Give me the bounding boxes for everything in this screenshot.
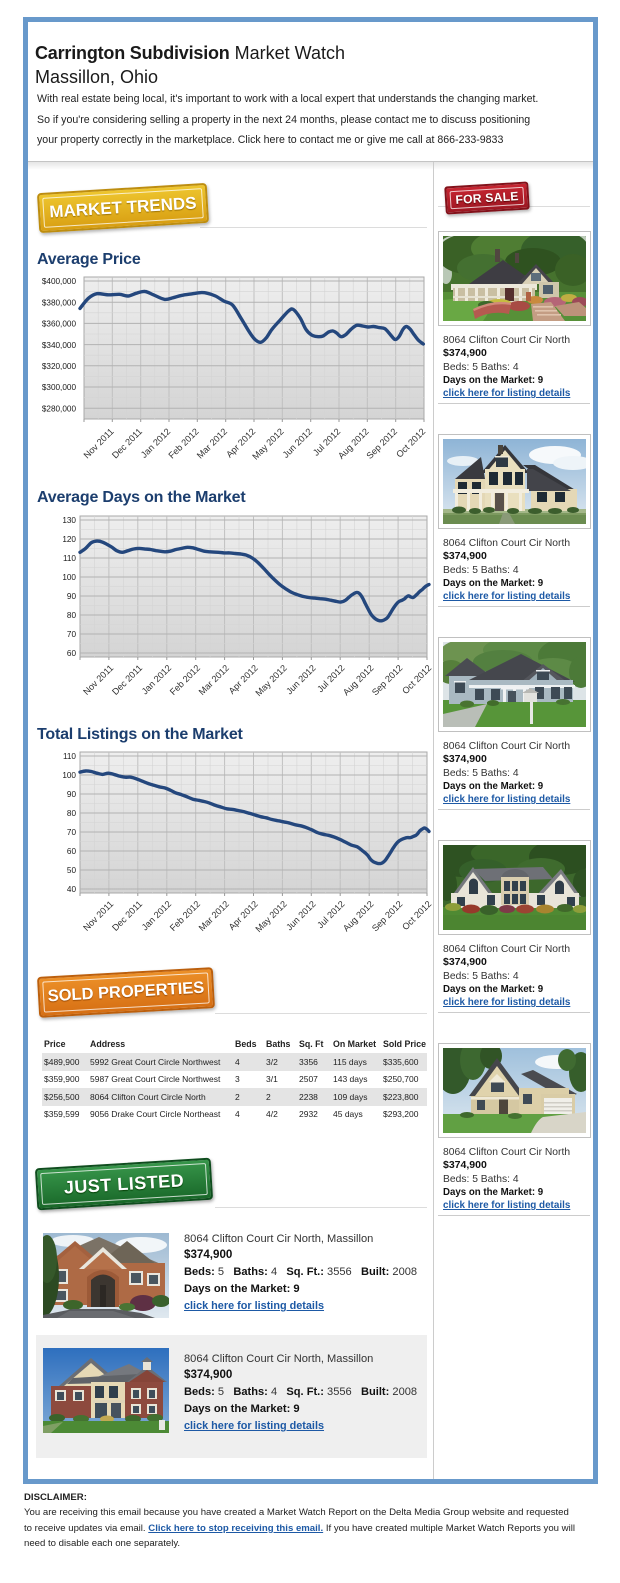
- svg-text:60: 60: [67, 847, 77, 856]
- svg-text:$360,000: $360,000: [42, 320, 77, 329]
- svg-text:$280,000: $280,000: [42, 404, 77, 413]
- svg-text:Dec 2011: Dec 2011: [110, 899, 144, 933]
- svg-text:Feb 2012: Feb 2012: [168, 899, 202, 933]
- svg-text:Mar 2012: Mar 2012: [195, 426, 229, 460]
- svg-text:70: 70: [67, 630, 77, 639]
- svg-text:Dec 2011: Dec 2011: [110, 663, 144, 697]
- svg-text:Dec 2011: Dec 2011: [110, 426, 144, 460]
- svg-text:70: 70: [67, 828, 77, 837]
- svg-text:110: 110: [63, 554, 76, 563]
- svg-text:Sep 2012: Sep 2012: [370, 899, 405, 934]
- svg-text:$380,000: $380,000: [42, 298, 77, 307]
- svg-text:90: 90: [67, 790, 77, 799]
- svg-text:Feb 2012: Feb 2012: [168, 663, 202, 697]
- svg-text:Oct 2012: Oct 2012: [400, 663, 432, 696]
- svg-text:Nov 2011: Nov 2011: [81, 663, 115, 697]
- svg-text:40: 40: [67, 885, 77, 894]
- svg-text:Mar 2012: Mar 2012: [197, 899, 231, 933]
- svg-text:$300,000: $300,000: [42, 383, 77, 392]
- svg-text:Jun 2012: Jun 2012: [281, 426, 315, 460]
- svg-text:Oct 2012: Oct 2012: [394, 426, 427, 459]
- svg-text:$340,000: $340,000: [42, 341, 77, 350]
- svg-text:Jun 2012: Jun 2012: [284, 663, 318, 697]
- svg-text:120: 120: [62, 535, 76, 544]
- svg-text:Mar 2012: Mar 2012: [197, 663, 231, 697]
- svg-text:May 2012: May 2012: [254, 899, 289, 934]
- svg-text:80: 80: [67, 809, 77, 818]
- svg-text:$320,000: $320,000: [42, 362, 77, 371]
- svg-text:110: 110: [63, 752, 76, 761]
- svg-text:80: 80: [67, 611, 77, 620]
- svg-text:May 2012: May 2012: [254, 663, 289, 698]
- svg-text:90: 90: [67, 592, 77, 601]
- svg-text:Sep 2012: Sep 2012: [370, 663, 405, 698]
- svg-text:Jun 2012: Jun 2012: [284, 899, 318, 933]
- svg-text:May 2012: May 2012: [250, 426, 285, 461]
- svg-text:Sep 2012: Sep 2012: [365, 426, 400, 461]
- svg-text:Oct 2012: Oct 2012: [400, 899, 432, 932]
- svg-text:60: 60: [67, 649, 77, 658]
- svg-text:Nov 2011: Nov 2011: [81, 899, 115, 933]
- svg-text:130: 130: [62, 516, 76, 525]
- svg-text:100: 100: [62, 771, 76, 780]
- svg-text:$400,000: $400,000: [42, 277, 77, 286]
- svg-text:100: 100: [62, 573, 76, 582]
- svg-text:50: 50: [67, 866, 77, 875]
